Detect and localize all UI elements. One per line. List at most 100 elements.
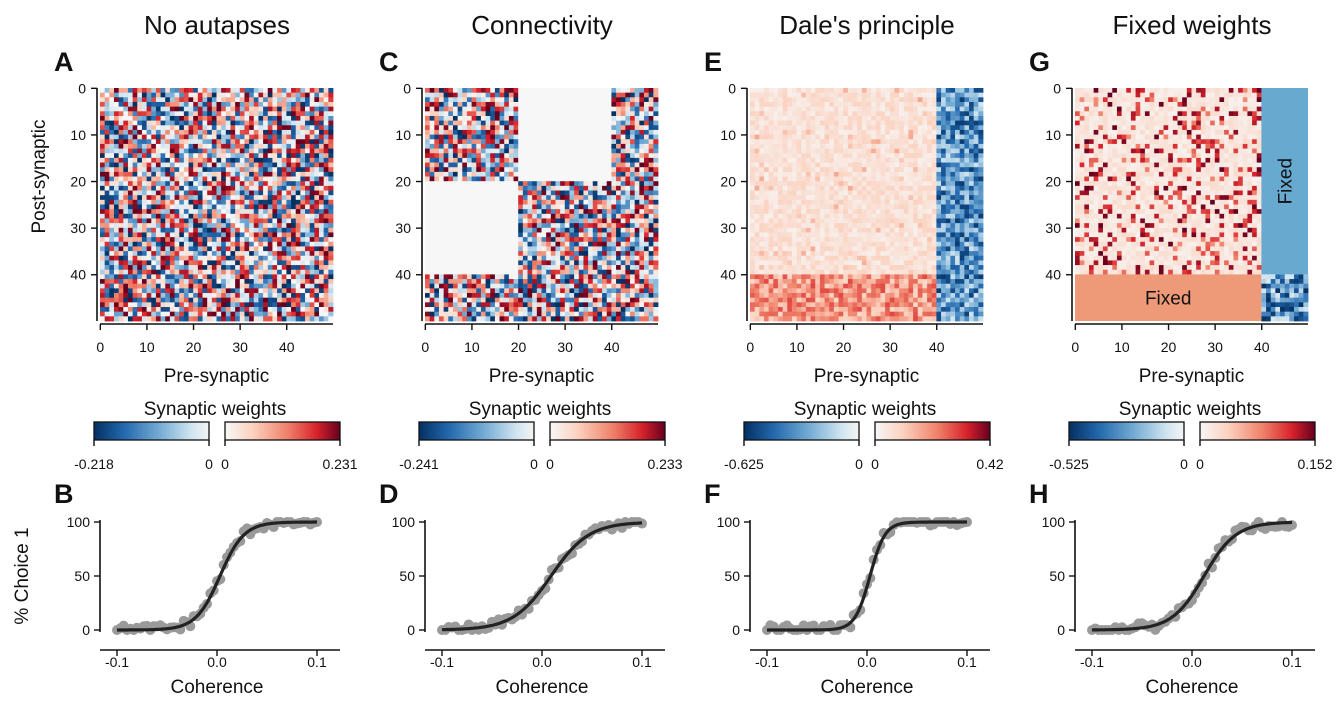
heatmap-cell — [263, 218, 268, 223]
heatmap-cell — [300, 153, 305, 158]
heatmap-cell — [583, 125, 588, 130]
heatmap-cell — [207, 177, 212, 182]
heatmap-cell — [537, 130, 542, 135]
heatmap-cell — [156, 293, 161, 298]
heatmap-cell — [170, 214, 175, 219]
heatmap-cell — [198, 256, 203, 261]
heatmap-cell — [147, 116, 152, 121]
heatmap-cell — [109, 232, 114, 237]
heatmap-cell — [161, 97, 166, 102]
heatmap-cell — [635, 172, 640, 177]
heatmap-cell — [314, 307, 319, 312]
heatmap-cell — [481, 293, 486, 298]
heatmap-cell — [142, 88, 147, 93]
heatmap-cell — [565, 251, 570, 256]
heatmap-cell — [328, 237, 333, 242]
heatmap-cell — [635, 88, 640, 93]
heatmap-cell — [226, 200, 231, 205]
heatmap-cell — [546, 228, 551, 233]
heatmap-cell — [649, 177, 654, 182]
heatmap-cell — [147, 102, 152, 107]
heatmap-cell — [602, 102, 607, 107]
heatmap-cell — [546, 298, 551, 303]
heatmap-cell — [635, 181, 640, 186]
heatmap-cell — [430, 214, 435, 219]
heatmap-cell — [574, 102, 579, 107]
heatmap-cell — [476, 93, 481, 98]
heatmap-cell — [328, 144, 333, 149]
heatmap-cell — [119, 270, 124, 275]
heatmap-cell — [263, 265, 268, 270]
heatmap-cell — [100, 163, 105, 168]
heatmap-cell — [625, 256, 630, 261]
heatmap-cell — [611, 125, 616, 130]
heatmap-cell — [254, 307, 259, 312]
heatmap-cell — [189, 214, 194, 219]
heatmap-cell — [324, 167, 329, 172]
heatmap-cell — [212, 274, 217, 279]
heatmap-cell — [212, 116, 217, 121]
heatmap-cell — [156, 181, 161, 186]
heatmap-cell — [560, 298, 565, 303]
heatmap-cell — [583, 302, 588, 307]
heatmap-cell — [472, 186, 477, 191]
heatmap-cell — [170, 279, 175, 284]
heatmap-cell — [314, 284, 319, 289]
heatmap-cell — [263, 88, 268, 93]
heatmap-cell — [230, 139, 235, 144]
heatmap-cell — [268, 284, 273, 289]
heatmap-cell — [597, 116, 602, 121]
heatmap-cell — [448, 111, 453, 116]
heatmap-cell — [249, 195, 254, 200]
heatmap-cell — [123, 200, 128, 205]
heatmap-cell — [189, 274, 194, 279]
heatmap-cell — [310, 265, 315, 270]
heatmap-cell — [142, 97, 147, 102]
heatmap-cell — [249, 293, 254, 298]
heatmap-cell — [616, 97, 621, 102]
heatmap-cell — [221, 223, 226, 228]
heatmap-cell — [476, 200, 481, 205]
heatmap-cell — [161, 93, 166, 98]
heatmap-cell — [151, 223, 156, 228]
heatmap-cell — [630, 116, 635, 121]
heatmap-cell — [639, 181, 644, 186]
heatmap-cell — [240, 102, 245, 107]
heatmap-cell — [458, 130, 463, 135]
heatmap-cell — [439, 153, 444, 158]
heatmap-cell — [565, 242, 570, 247]
heatmap-cell — [509, 218, 514, 223]
heatmap-cell — [481, 237, 486, 242]
heatmap-cell — [272, 116, 277, 121]
heatmap-cell — [434, 200, 439, 205]
heatmap-cell — [314, 153, 319, 158]
heatmap-cell — [291, 316, 296, 321]
heatmap-cell — [189, 307, 194, 312]
heatmap-cell — [193, 121, 198, 126]
heatmap-cell — [518, 191, 523, 196]
heatmap-cell — [472, 265, 477, 270]
heatmap-cell — [203, 125, 208, 130]
heatmap-cell — [602, 260, 607, 265]
heatmap-cell — [448, 93, 453, 98]
heatmap-cell — [574, 246, 579, 251]
heatmap-cell — [458, 158, 463, 163]
heatmap-cell — [639, 139, 644, 144]
heatmap-cell — [114, 195, 119, 200]
heatmap-cell — [151, 195, 156, 200]
heatmap-cell — [165, 251, 170, 256]
heatmap-cell — [137, 293, 142, 298]
heatmap-cell — [649, 242, 654, 247]
heatmap-cell — [625, 237, 630, 242]
heatmap-cell — [472, 144, 477, 149]
heatmap-cell — [514, 163, 519, 168]
heatmap-cell — [198, 237, 203, 242]
heatmap-cell — [165, 209, 170, 214]
heatmap-cell — [324, 218, 329, 223]
heatmap-cell — [226, 158, 231, 163]
heatmap-cell — [109, 158, 114, 163]
heatmap-cell — [137, 167, 142, 172]
heatmap-cell — [268, 232, 273, 237]
heatmap-cell — [300, 237, 305, 242]
heatmap-cell — [602, 223, 607, 228]
